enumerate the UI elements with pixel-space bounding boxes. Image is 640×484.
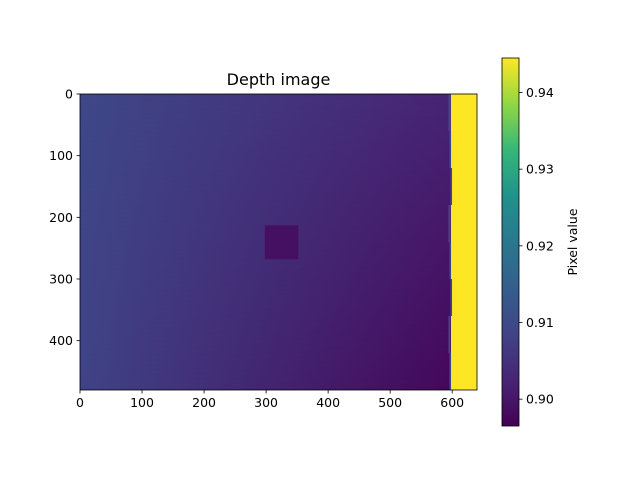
plot-area xyxy=(79,93,478,391)
x-tick-label: 400 xyxy=(316,395,340,410)
y-tick-label: 100 xyxy=(49,148,73,163)
y-tick-label: 0 xyxy=(65,87,73,102)
square-patch xyxy=(264,225,299,260)
x-tick-label: 300 xyxy=(254,395,278,410)
colorbar-tick-label: 0.93 xyxy=(526,162,554,177)
y-axis: 0 100 200 300 400 xyxy=(49,87,80,348)
colorbar-tick-label: 0.91 xyxy=(526,315,554,330)
y-tick-label: 200 xyxy=(49,210,73,225)
strip-edge xyxy=(449,242,452,279)
strip-edge xyxy=(449,131,452,168)
strip-edge xyxy=(448,94,451,131)
plot-frame xyxy=(79,93,478,391)
x-tick-label: 500 xyxy=(378,395,402,410)
colorbar-frame xyxy=(501,57,520,427)
colorbar-tick-label: 0.94 xyxy=(526,85,554,100)
colorbar-label: Pixel value xyxy=(565,208,580,275)
strip-edge xyxy=(450,279,453,316)
x-tick-label: 600 xyxy=(440,395,464,410)
x-tick-label: 200 xyxy=(192,395,216,410)
y-tick-label: 400 xyxy=(49,333,73,348)
x-tick-label: 0 xyxy=(76,395,84,410)
y-tick-label: 300 xyxy=(49,272,73,287)
strip-edge xyxy=(448,205,451,242)
colorbar-tick-label: 0.92 xyxy=(526,238,554,253)
x-axis: 0 100 200 300 400 500 600 xyxy=(76,390,464,410)
strip-edge xyxy=(449,353,452,390)
bright-strip xyxy=(450,94,477,390)
strip-edge xyxy=(448,316,451,353)
colorbar-gradient xyxy=(502,58,519,426)
chart-title: Depth image xyxy=(227,70,331,89)
strip-edge xyxy=(450,168,453,205)
colorbar-tick-label: 0.90 xyxy=(526,392,554,407)
x-tick-label: 100 xyxy=(130,395,154,410)
colorbar: 0.90 0.91 0.92 0.93 0.94 xyxy=(501,57,554,427)
